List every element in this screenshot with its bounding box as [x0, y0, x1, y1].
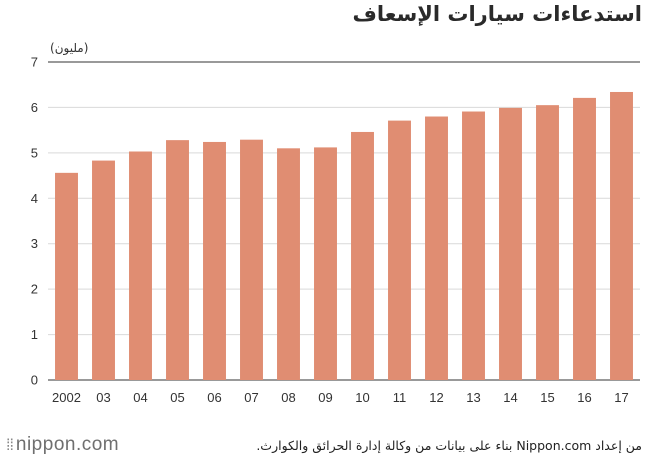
y-tick-label: 6	[31, 100, 38, 115]
x-tick-label: 06	[207, 390, 221, 405]
x-tick-label: 16	[577, 390, 591, 405]
bar	[203, 141, 226, 380]
x-tick-label: 13	[466, 390, 480, 405]
y-tick-label: 5	[31, 145, 38, 160]
nippon-logo: ⁞⁞ nippon.com	[6, 434, 119, 456]
bar	[425, 116, 448, 380]
bar	[129, 151, 152, 380]
x-tick-label: 03	[96, 390, 110, 405]
bar	[240, 139, 263, 380]
y-axis-unit-label: (مليون)	[50, 41, 88, 56]
bar	[388, 120, 411, 381]
y-tick-label: 2	[31, 282, 38, 297]
bar	[536, 105, 559, 381]
x-tick-label: 07	[244, 390, 258, 405]
bar	[166, 140, 189, 380]
logo-dots-icon: ⁞⁞	[6, 437, 14, 454]
x-tick-label: 2002	[52, 390, 81, 405]
y-tick-labels: 0 1 2 3 4 5 6 7	[31, 55, 38, 388]
x-tick-label: 17	[614, 390, 628, 405]
x-tick-label: 14	[503, 390, 517, 405]
y-tick-label: 1	[31, 327, 38, 342]
logo-text: nippon.com	[15, 434, 120, 455]
bar	[610, 91, 633, 381]
bar	[55, 172, 78, 380]
y-tick-label: 7	[31, 55, 38, 70]
x-tick-label: 12	[429, 390, 443, 405]
x-tick-label: 11	[393, 390, 407, 405]
bars	[55, 91, 633, 381]
x-tick-label: 08	[281, 390, 295, 405]
x-tick-label: 10	[355, 390, 369, 405]
x-tick-labels: 2002 03 04 05 06 07 08 09 10 11 12 13 14 15 16 17	[52, 390, 629, 405]
y-tick-label: 4	[31, 191, 38, 206]
x-tick-label: 04	[133, 390, 147, 405]
bar	[92, 160, 115, 380]
chart-title: استدعاءات سيارات الإسعاف	[352, 2, 642, 26]
x-tick-label: 15	[540, 390, 554, 405]
bar	[277, 148, 300, 380]
y-tick-label: 0	[31, 373, 38, 388]
source-note: من إعداد Nippon.com بناء على بيانات من و…	[256, 438, 642, 453]
x-tick-label: 09	[318, 390, 332, 405]
y-tick-label: 3	[31, 236, 38, 251]
bar	[314, 147, 337, 380]
bar	[573, 97, 596, 380]
bar	[351, 131, 374, 380]
bar	[462, 111, 485, 380]
bar	[499, 107, 522, 380]
x-tick-label: 05	[170, 390, 184, 405]
